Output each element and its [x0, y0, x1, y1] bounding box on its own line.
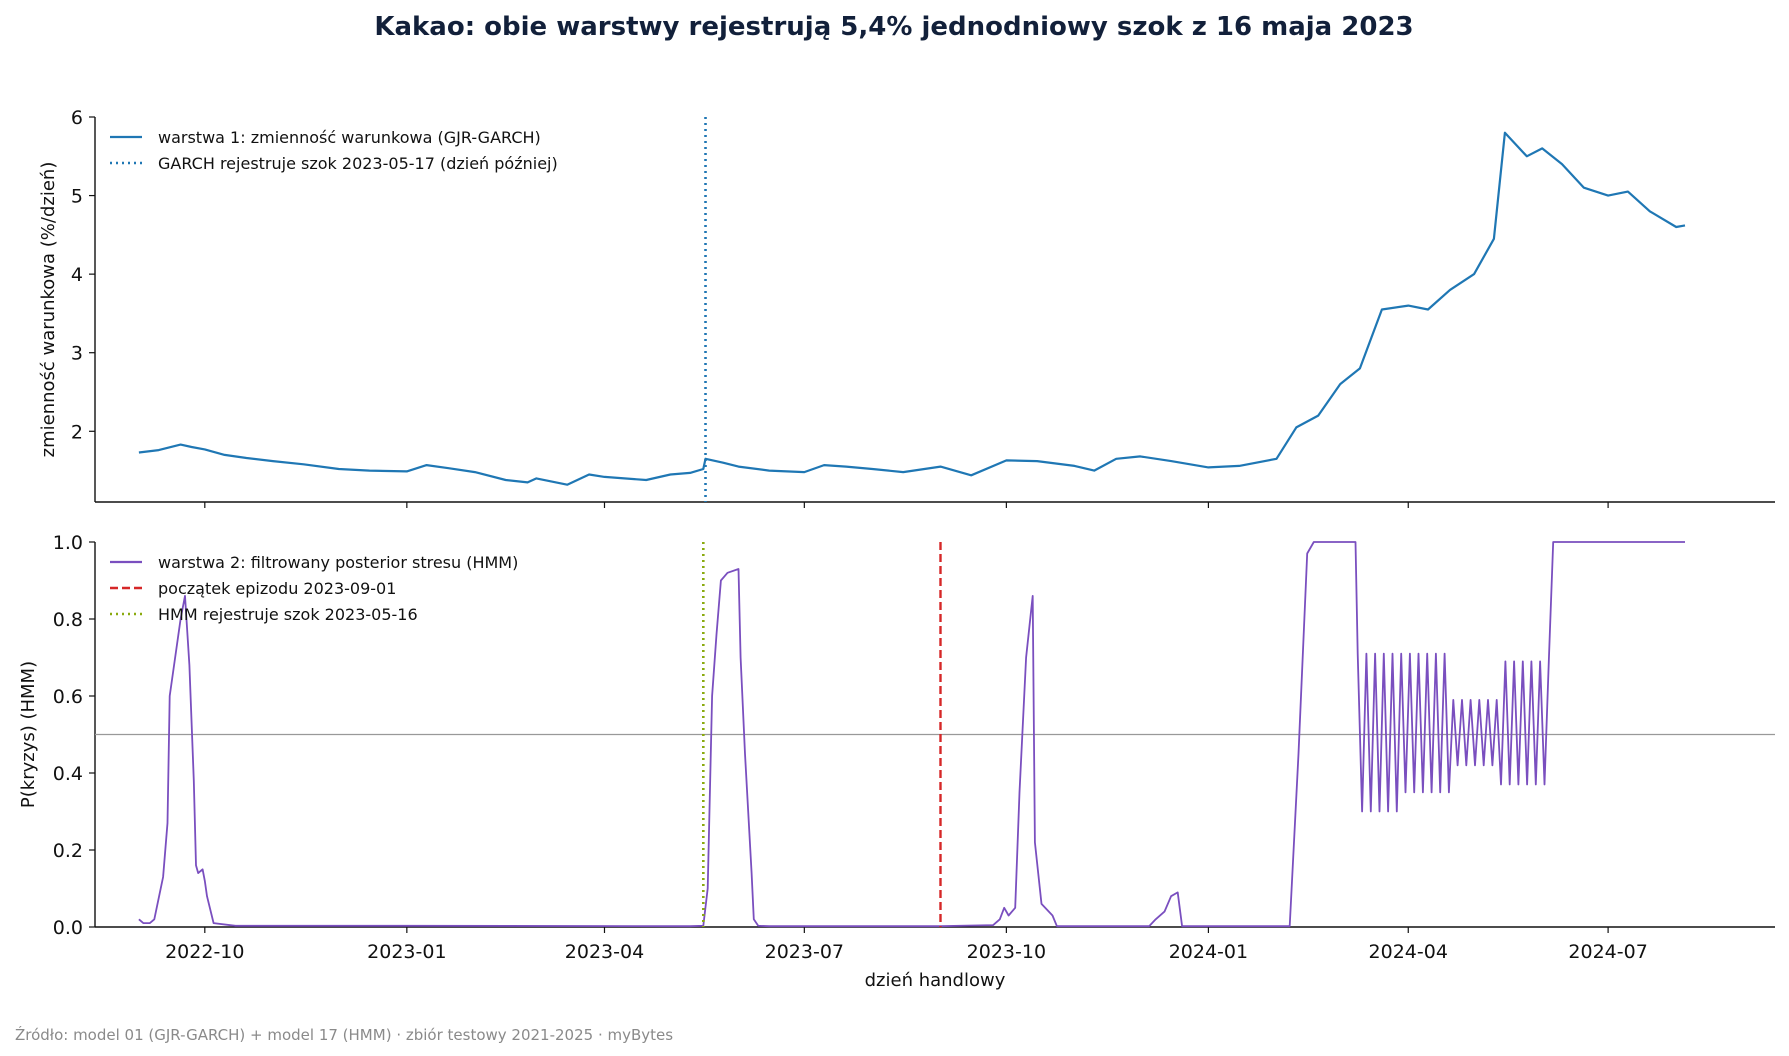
source-note: Źródło: model 01 (GJR-GARCH) + model 17 … — [15, 1025, 673, 1044]
top-y-tick-label: 5 — [71, 186, 83, 208]
top-panel: 2 3 4 5 6 zmienność warunkowa (%/dzień) warstw… — [38, 107, 1775, 508]
chart-title: Kakao: obie warstwy rejestrują 5,4% jedn… — [374, 12, 1413, 42]
top-legend-label-1: GARCH rejestruje szok 2023-05-17 (dzień … — [158, 154, 558, 173]
top-y-tick-label: 6 — [71, 107, 83, 129]
x-tick-label: 2024-01 — [1169, 941, 1248, 963]
x-tick-label: 2023-07 — [765, 941, 844, 963]
top-y-tick-label: 2 — [71, 421, 83, 443]
bottom-y-tick-label: 0.2 — [53, 840, 83, 862]
bottom-y-tick-label: 0.0 — [53, 917, 83, 939]
x-tick-label: 2023-04 — [565, 941, 644, 963]
top-y-axis-label: zmienność warunkowa (%/dzień) — [38, 162, 59, 458]
bottom-legend-label-2: HMM rejestruje szok 2023-05-16 — [158, 605, 418, 624]
bottom-y-tick-label: 0.4 — [53, 763, 83, 785]
bottom-legend-label-0: warstwa 2: filtrowany posterior stresu (… — [158, 553, 518, 572]
bottom-y-axis-label: P(kryzys) (HMM) — [18, 661, 39, 808]
x-tick-label: 2022-10 — [165, 941, 244, 963]
bottom-y-tick-label: 0.6 — [53, 686, 83, 708]
bottom-panel: 0.0 0.2 0.4 0.6 0.8 1.0 2022-10 2023-01 2023-04 2… — [18, 532, 1775, 991]
bottom-legend-label-1: początek epizodu 2023-09-01 — [158, 579, 396, 598]
x-tick-label: 2023-01 — [367, 941, 446, 963]
x-axis-label: dzień handlowy — [865, 970, 1006, 991]
top-series-line — [138, 131, 1686, 486]
x-tick-label: 2024-04 — [1369, 941, 1448, 963]
top-legend-label-0: warstwa 1: zmienność warunkowa (GJR-GARC… — [158, 128, 541, 147]
x-tick-label: 2023-10 — [967, 941, 1046, 963]
top-y-tick-label: 3 — [71, 343, 83, 365]
bottom-y-tick-label: 0.8 — [53, 609, 83, 631]
bottom-series-line — [138, 541, 1685, 928]
bottom-y-tick-label: 1.0 — [53, 532, 83, 554]
top-y-tick-label: 4 — [71, 264, 83, 286]
x-tick-label: 2024-07 — [1568, 941, 1647, 963]
